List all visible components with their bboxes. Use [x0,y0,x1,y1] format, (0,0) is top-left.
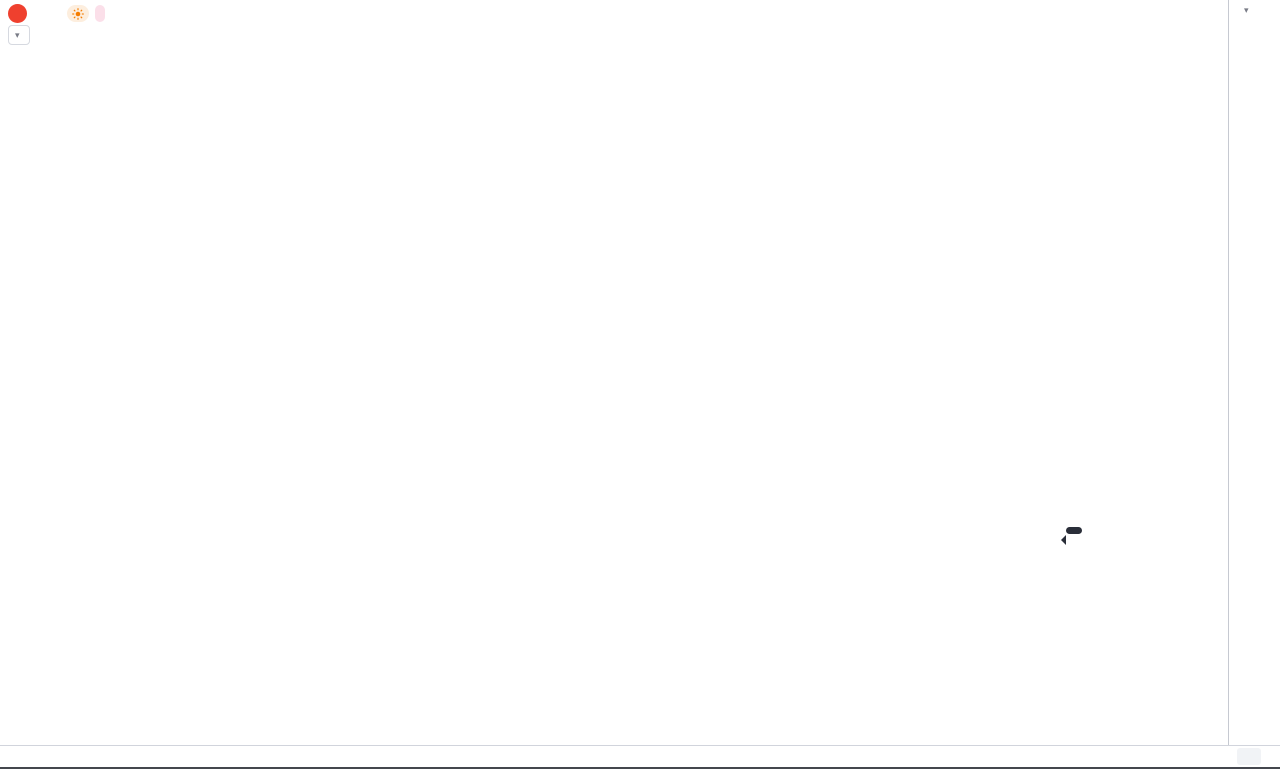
symbol-logo [8,4,27,23]
symbol-tag [1215,0,1227,15]
premarket-sun-icon[interactable] [67,5,89,22]
approx-icon[interactable] [95,5,105,22]
currency-selector[interactable]: ▾ [1235,3,1253,18]
volume-tooltip [1061,527,1082,545]
window-edge [0,767,1280,769]
chevron-down-icon: ▾ [1244,5,1249,15]
indicators-collapse-button[interactable]: ▾ [8,25,30,45]
axis-settings-button[interactable] [1237,748,1261,765]
time-axis[interactable] [0,745,1280,768]
price-axis[interactable] [1228,0,1280,745]
chevron-down-icon: ▾ [15,29,20,40]
symbol-header [8,4,164,23]
last-price-badge [1229,0,1280,15]
event-markers-layer [0,0,1228,745]
chart-canvas[interactable] [0,0,1228,745]
